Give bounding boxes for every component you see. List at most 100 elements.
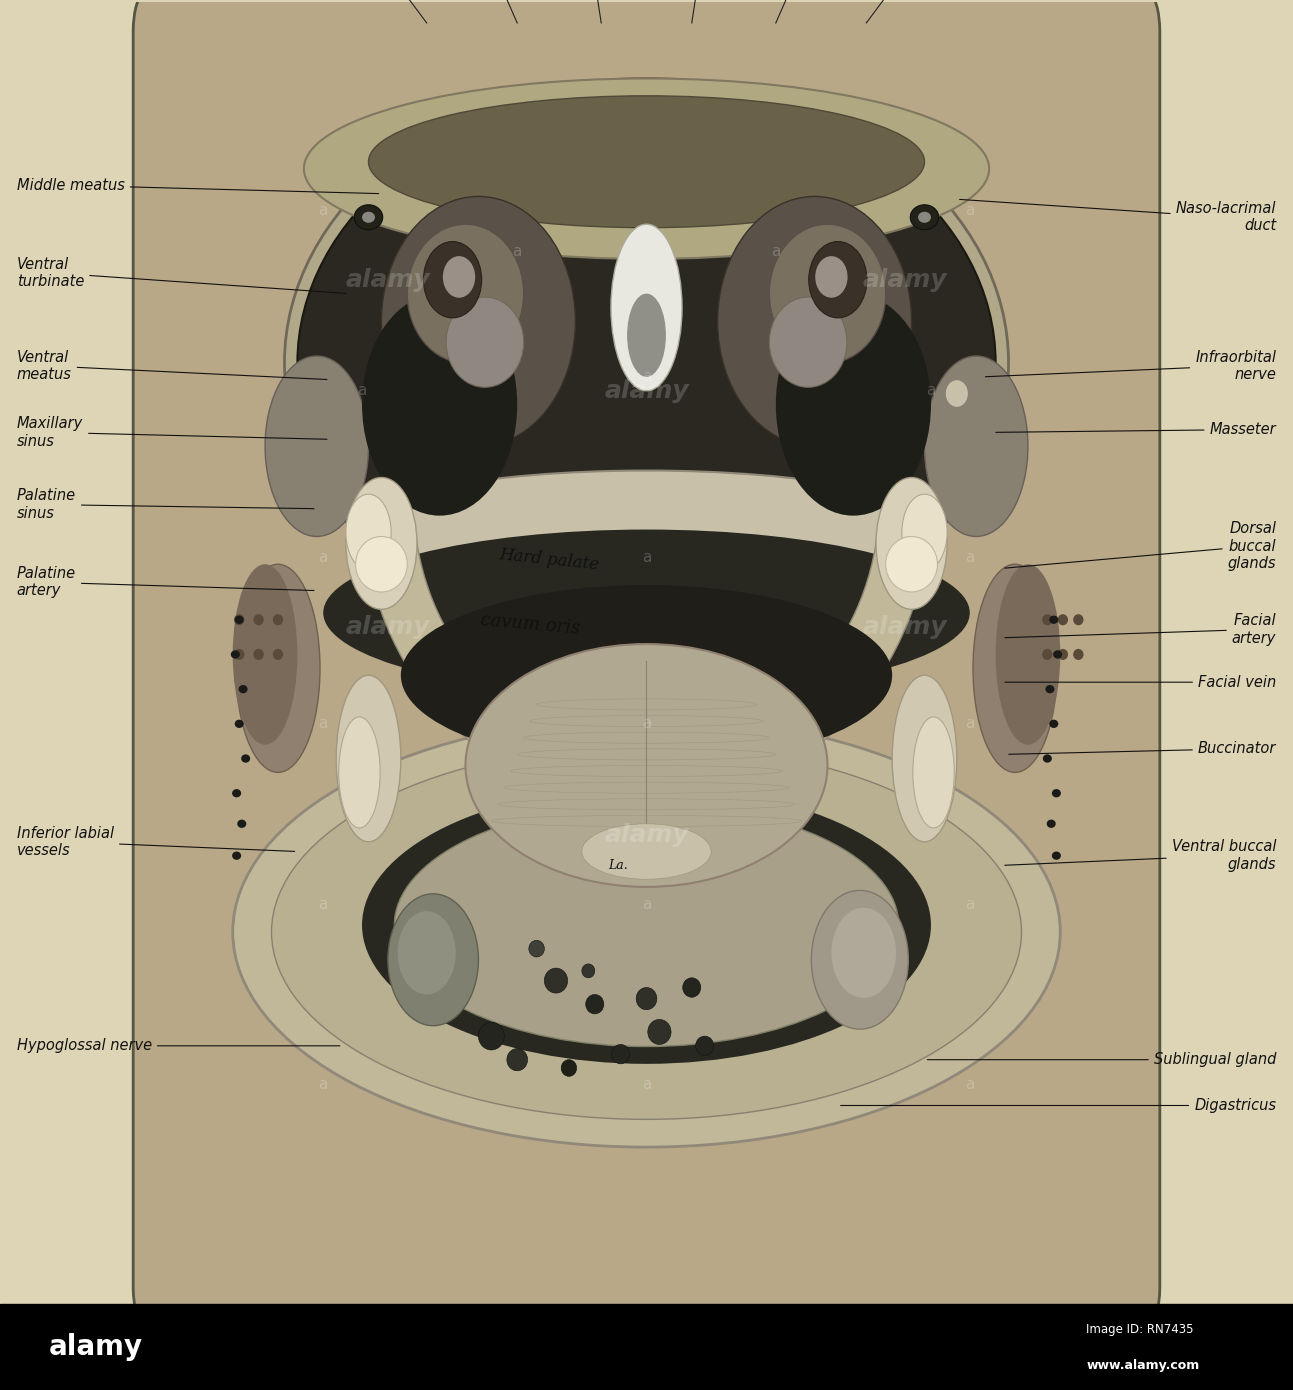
Ellipse shape: [238, 685, 247, 694]
Bar: [0, 1304, 1293, 1390]
Text: Facial
artery: Facial artery: [1005, 613, 1276, 645]
Ellipse shape: [886, 537, 937, 592]
Text: Facial vein: Facial vein: [1005, 674, 1276, 689]
Ellipse shape: [769, 297, 847, 388]
Ellipse shape: [918, 211, 931, 222]
Ellipse shape: [398, 912, 455, 994]
Ellipse shape: [238, 820, 246, 828]
Ellipse shape: [610, 224, 683, 391]
Text: La.: La.: [608, 859, 628, 872]
Ellipse shape: [769, 224, 886, 363]
Ellipse shape: [339, 717, 380, 828]
Ellipse shape: [1058, 614, 1068, 626]
Ellipse shape: [507, 1048, 528, 1070]
Text: Hard palate: Hard palate: [499, 546, 600, 574]
Ellipse shape: [336, 676, 401, 842]
Ellipse shape: [913, 717, 954, 828]
Ellipse shape: [544, 967, 568, 992]
Text: a: a: [641, 550, 652, 564]
Text: a: a: [965, 550, 975, 564]
Ellipse shape: [1045, 685, 1055, 694]
Ellipse shape: [233, 564, 297, 745]
Ellipse shape: [1073, 614, 1084, 626]
Text: Sublingual gland: Sublingual gland: [927, 1052, 1276, 1068]
Ellipse shape: [345, 478, 416, 609]
Ellipse shape: [233, 717, 1060, 1147]
Ellipse shape: [394, 803, 899, 1047]
Ellipse shape: [901, 493, 946, 570]
Text: a: a: [318, 550, 328, 564]
Text: Palatine
sinus: Palatine sinus: [17, 488, 314, 521]
Ellipse shape: [362, 787, 931, 1063]
Ellipse shape: [362, 211, 375, 222]
Text: Digastricus: Digastricus: [840, 1098, 1276, 1113]
Ellipse shape: [369, 96, 924, 228]
Ellipse shape: [924, 356, 1028, 537]
Ellipse shape: [401, 585, 892, 766]
Ellipse shape: [234, 614, 244, 626]
Ellipse shape: [696, 1036, 714, 1055]
Ellipse shape: [253, 614, 264, 626]
Text: a: a: [318, 897, 328, 912]
Ellipse shape: [582, 963, 595, 977]
Ellipse shape: [776, 293, 931, 516]
Ellipse shape: [972, 564, 1058, 773]
Ellipse shape: [1050, 616, 1058, 624]
Ellipse shape: [345, 493, 390, 570]
Ellipse shape: [231, 790, 240, 798]
Text: Infraorbital
nerve: Infraorbital nerve: [985, 349, 1276, 382]
Text: Dorsal
buccal
glands: Dorsal buccal glands: [1005, 521, 1276, 571]
Ellipse shape: [323, 530, 970, 696]
Text: alamy: alamy: [862, 614, 948, 638]
Ellipse shape: [284, 78, 1009, 648]
Text: Middle meatus: Middle meatus: [17, 178, 379, 193]
Ellipse shape: [446, 297, 524, 388]
Text: Image ID: RN7435: Image ID: RN7435: [1086, 1323, 1193, 1336]
Ellipse shape: [478, 1022, 504, 1049]
Wedge shape: [363, 524, 930, 808]
FancyBboxPatch shape: [133, 0, 1160, 1350]
Text: a: a: [318, 203, 328, 218]
Ellipse shape: [648, 1019, 671, 1044]
Text: Buccinator: Buccinator: [1009, 741, 1276, 756]
Ellipse shape: [304, 78, 989, 259]
Ellipse shape: [297, 92, 996, 634]
Ellipse shape: [354, 204, 383, 229]
Ellipse shape: [442, 256, 475, 297]
Ellipse shape: [407, 224, 524, 363]
Text: a: a: [641, 716, 652, 731]
Ellipse shape: [718, 196, 912, 446]
Ellipse shape: [875, 478, 946, 609]
Ellipse shape: [815, 256, 848, 297]
Ellipse shape: [1073, 649, 1084, 660]
Ellipse shape: [1053, 852, 1060, 860]
Ellipse shape: [561, 1059, 577, 1076]
Text: a: a: [641, 897, 652, 912]
Ellipse shape: [1042, 614, 1053, 626]
Ellipse shape: [996, 564, 1060, 745]
Ellipse shape: [586, 994, 604, 1013]
Text: a: a: [318, 1077, 328, 1093]
Ellipse shape: [273, 614, 283, 626]
Ellipse shape: [636, 987, 657, 1009]
Text: a: a: [965, 1077, 975, 1093]
Ellipse shape: [1053, 651, 1062, 659]
Ellipse shape: [809, 242, 866, 318]
Ellipse shape: [1050, 720, 1058, 728]
Text: Ventral
meatus: Ventral meatus: [17, 349, 327, 382]
Ellipse shape: [362, 293, 517, 516]
Text: a: a: [771, 245, 781, 260]
Text: alamy: alamy: [49, 1333, 144, 1361]
Ellipse shape: [812, 891, 908, 1029]
Ellipse shape: [1053, 790, 1060, 798]
Ellipse shape: [910, 204, 939, 229]
Ellipse shape: [272, 745, 1021, 1119]
Ellipse shape: [273, 649, 283, 660]
Ellipse shape: [240, 755, 250, 763]
Ellipse shape: [1046, 820, 1055, 828]
Text: Ventral buccal
glands: Ventral buccal glands: [1005, 840, 1276, 872]
Text: a: a: [965, 203, 975, 218]
Ellipse shape: [265, 356, 369, 537]
Text: Naso-lacrimal
duct: Naso-lacrimal duct: [959, 199, 1276, 234]
Text: a: a: [926, 384, 936, 399]
